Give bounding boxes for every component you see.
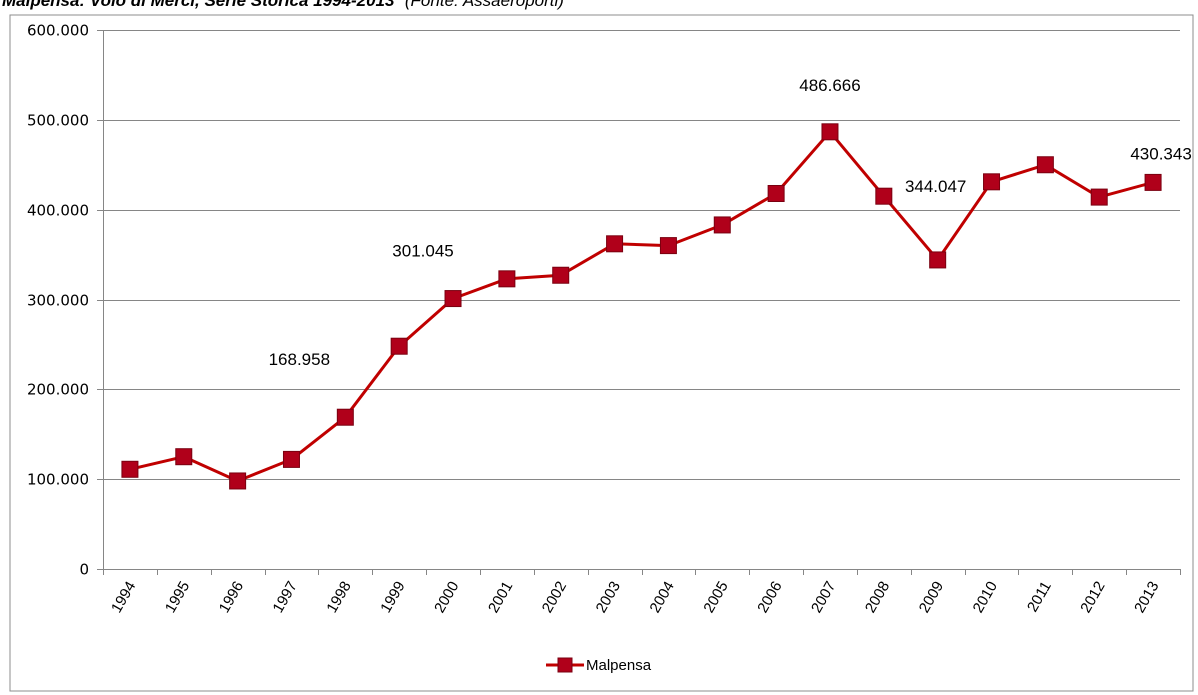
data-label: 168.958 — [269, 350, 330, 369]
data-point-marker — [767, 184, 785, 202]
x-tick-label: 2012 — [1077, 579, 1108, 616]
axes: 0 100.000 200.000 300.000 400.000 500.000 600.… — [27, 22, 1181, 616]
x-tick-label: 1995 — [162, 579, 193, 616]
data-point-marker — [875, 187, 893, 205]
data-point-marker — [390, 337, 408, 355]
x-tick-label: 2004 — [646, 579, 677, 616]
series-line — [129, 130, 1154, 483]
y-tick-label: 200.000 — [27, 381, 89, 399]
y-tick-label: 600.000 — [27, 22, 89, 40]
x-tick-label: 2005 — [700, 579, 731, 616]
y-tick-label: 300.000 — [27, 292, 89, 310]
data-labels: 168.958 301.045 486.666 344.047 430.343 — [269, 76, 1192, 369]
data-point-marker — [1144, 173, 1162, 191]
legend: Malpensa — [546, 657, 652, 674]
y-tick-label: 500.000 — [27, 112, 89, 130]
x-tick-label: 1998 — [323, 579, 354, 616]
y-tick-label: 100.000 — [27, 471, 89, 489]
data-label: 486.666 — [799, 76, 860, 95]
legend-marker — [557, 657, 573, 673]
y-tick-label: 0 — [79, 561, 89, 579]
x-tick-label: 2013 — [1131, 579, 1162, 616]
chart-area-border — [9, 14, 1194, 692]
x-tick-label: 2008 — [862, 579, 893, 616]
x-tick-label: 1996 — [216, 579, 247, 616]
data-point-marker — [121, 460, 139, 478]
data-point-marker — [606, 235, 624, 253]
chart-title-main: Malpensa: Volo di Merci, Serie Storica 1… — [2, 0, 395, 10]
x-tick-label: 2010 — [970, 579, 1001, 616]
data-point-marker — [175, 448, 193, 466]
x-tick-label: 2003 — [593, 579, 624, 616]
x-tick-label: 1994 — [108, 579, 139, 616]
x-tick-label: 1997 — [270, 579, 301, 616]
data-point-marker — [659, 237, 677, 255]
data-point-marker — [444, 290, 462, 308]
x-tick-label: 2009 — [916, 579, 947, 616]
data-point-marker — [552, 266, 570, 284]
data-label: 301.045 — [392, 242, 453, 261]
x-tick-label: 2000 — [431, 579, 462, 616]
x-tick-label: 2001 — [485, 579, 516, 616]
data-label: 344.047 — [905, 177, 966, 196]
chart-title-source: (Fonte: Assaeroporti) — [405, 0, 564, 10]
x-tick-label: 2002 — [539, 579, 570, 616]
series-malpensa — [121, 123, 1162, 490]
legend-label: Malpensa — [586, 657, 652, 674]
data-point-marker — [1090, 188, 1108, 206]
data-point-marker — [1036, 156, 1054, 174]
grid-lines — [103, 30, 1180, 480]
data-point-marker — [498, 270, 516, 288]
data-point-marker — [229, 472, 247, 490]
data-point-marker — [336, 408, 354, 426]
chart-title: Malpensa: Volo di Merci, Serie Storica 1… — [2, 0, 564, 10]
data-point-marker — [929, 251, 947, 269]
x-tick-label: 2011 — [1024, 579, 1055, 615]
x-tick-label: 1999 — [377, 579, 408, 616]
data-point-marker — [713, 216, 731, 234]
x-tick-label: 2007 — [808, 579, 839, 616]
y-tick-label: 400.000 — [27, 202, 89, 220]
data-point-marker — [282, 450, 300, 468]
data-point-marker — [821, 123, 839, 141]
x-tick-label: 2006 — [754, 579, 785, 616]
data-point-marker — [983, 173, 1001, 191]
data-label: 430.343 — [1130, 144, 1191, 163]
